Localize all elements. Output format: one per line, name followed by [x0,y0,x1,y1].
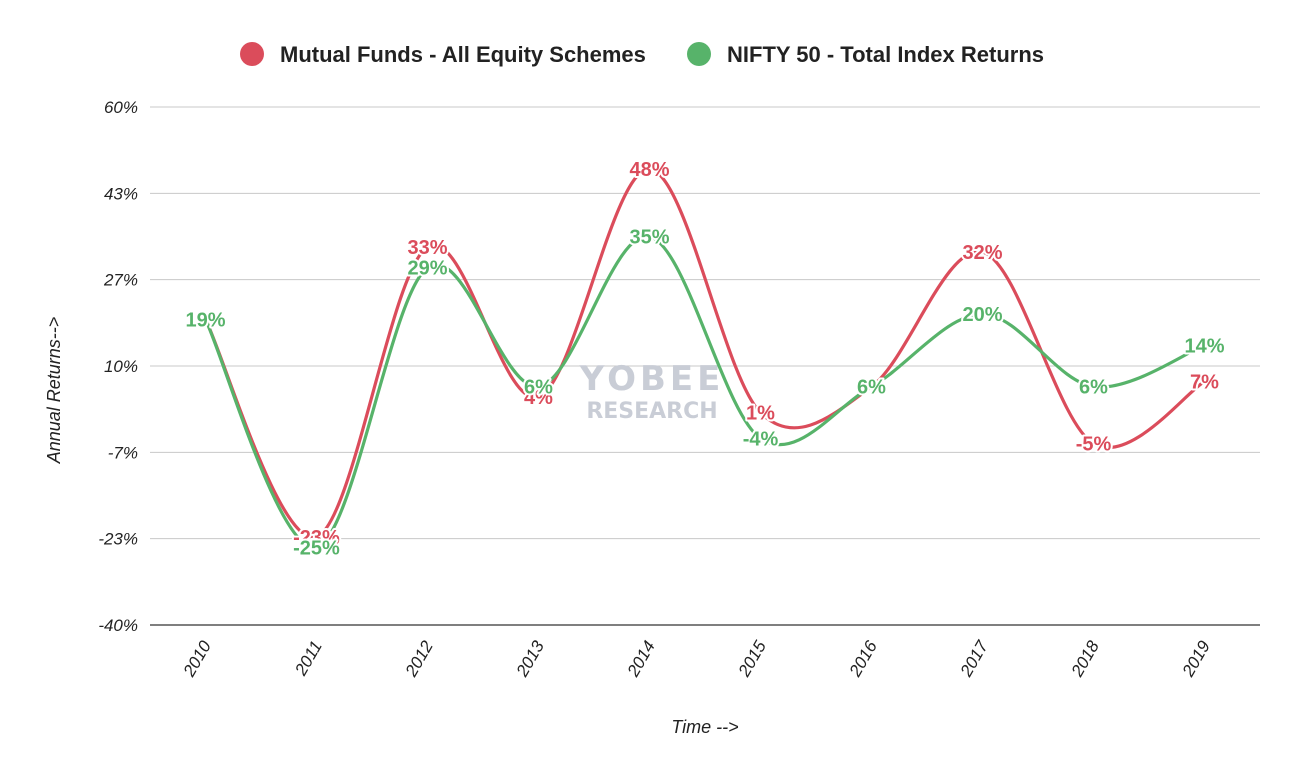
data-label: 6% [1079,377,1108,399]
x-tick-label: 2017 [956,637,992,681]
data-label: 35% [629,227,669,249]
data-label: -4% [743,429,779,451]
x-tick-label: 2018 [1067,637,1103,681]
y-tick-label: 10% [104,357,138,376]
x-tick-label: 2015 [734,637,770,681]
data-label: 48% [629,159,669,181]
series-line-1 [203,167,1207,539]
watermark: YOBEE RESEARCH [579,359,725,424]
x-tick-label: 2011 [291,638,326,680]
y-tick-label: -40% [98,616,138,635]
y-tick-label: -7% [108,443,138,462]
x-axis-ticks: 2010 2011 2012 2013 2014 2015 2016 2017 2018 2019 [179,637,1214,681]
data-label: 14% [1184,335,1224,357]
y-tick-label: 43% [104,184,138,203]
x-tick-label: 2016 [845,637,881,681]
x-tick-label: 2014 [623,638,659,681]
series-lines [203,167,1207,549]
data-label: 1% [746,403,775,425]
x-axis-title: Time --> [671,717,738,737]
y-axis-title: Annual Returns--> [44,317,64,465]
data-label: -25% [293,537,340,559]
legend-label-1: Mutual Funds - All Equity Schemes [280,42,646,67]
data-label: 32% [962,242,1002,264]
legend-marker-2 [687,42,711,66]
legend-marker-1 [240,42,264,66]
data-label: 7% [1190,372,1219,394]
data-label: -23% [293,527,340,549]
data-label: 29% [407,258,447,280]
legend-label-2: NIFTY 50 - Total Index Returns [727,42,1044,67]
y-tick-label: 60% [104,98,138,117]
x-tick-label: 2013 [512,637,548,681]
x-tick-label: 2012 [401,637,437,681]
data-label: 19% [185,309,225,331]
watermark-line-1: YOBEE [579,359,725,399]
y-axis-ticks: 60% 43% 27% 10% -7% -23% -40% [98,98,138,635]
data-label: 33% [407,237,447,259]
watermark-line-2: RESEARCH [586,399,717,424]
chart-legend: Mutual Funds - All Equity Schemes NIFTY 5… [240,42,1044,67]
chart-gridlines [150,106,1260,626]
data-label: 6% [524,377,553,399]
data-label: 4% [524,387,553,409]
y-tick-label: -23% [98,530,138,549]
data-label: -5% [1076,434,1112,456]
series-line-2 [203,234,1207,549]
series-data-labels: -23% 33% 4% 48% 1% 6% 32% -5% 7% 19% -25% 29% 6% 35% -… [183,157,1226,561]
data-label: 6% [857,377,886,399]
x-tick-label: 2010 [179,637,215,681]
data-label: 20% [962,304,1002,326]
y-tick-label: 27% [103,271,138,290]
x-tick-label: 2019 [1178,637,1214,681]
data-label: 6% [857,377,886,399]
